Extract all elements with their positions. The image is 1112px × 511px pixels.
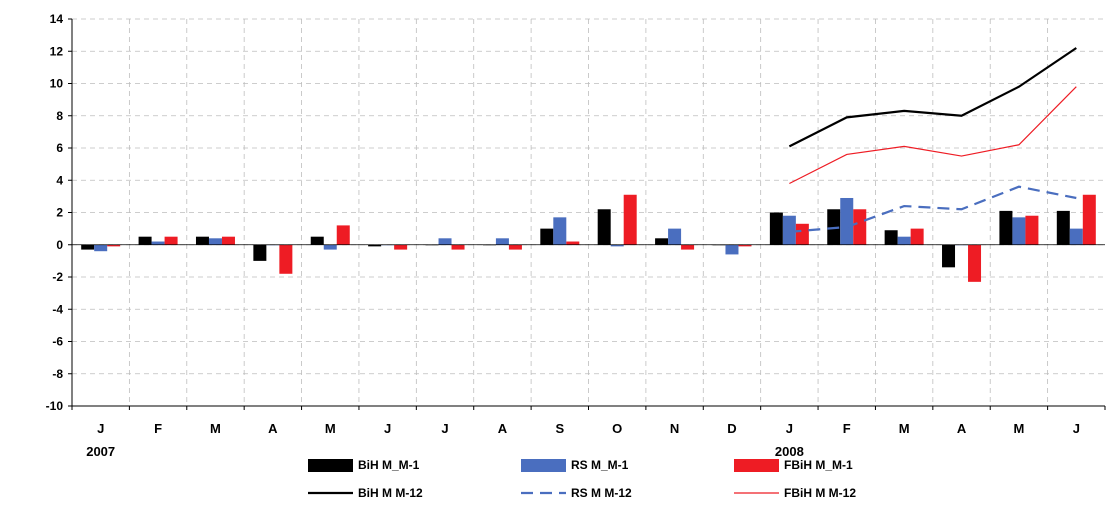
- bar-bih-m-m-1: [942, 244, 956, 268]
- bar-rs-m-m-1: [782, 215, 796, 245]
- bar-rs-m-m-1: [840, 197, 854, 245]
- bar-bih-m-m-1: [81, 244, 95, 250]
- y-tick-label: 12: [50, 44, 64, 58]
- legend-swatch-bih-m-m-1: [308, 459, 353, 472]
- bar-bih-m-m-1: [999, 210, 1013, 245]
- bar-fbih-m-m-1: [968, 244, 982, 282]
- legend-label-fbih-m-m-1: FBiH M_M-1: [784, 458, 853, 472]
- x-tick-label: M: [325, 421, 336, 436]
- bar-fbih-m-m-1: [451, 244, 465, 250]
- y-tick-label: 14: [50, 12, 64, 26]
- bar-fbih-m-m-1: [681, 244, 695, 250]
- legend-label-bih-m-m-12: BiH M M-12: [358, 486, 423, 500]
- x-tick-label: M: [1013, 421, 1024, 436]
- bar-rs-m-m-1: [553, 217, 567, 245]
- bar-fbih-m-m-1: [107, 244, 121, 247]
- line-rs-m-m-12: [789, 185, 1077, 233]
- bar-bih-m-m-1: [195, 236, 209, 245]
- x-tick-label: M: [899, 421, 910, 436]
- x-tick-label: J: [1073, 421, 1080, 436]
- bar-rs-m-m-1: [725, 244, 739, 255]
- x-tick-label: J: [441, 421, 448, 436]
- bar-bih-m-m-1: [655, 238, 669, 245]
- bar-rs-m-m-1: [668, 228, 682, 245]
- y-tick-label: 6: [56, 141, 63, 155]
- bar-bih-m-m-1: [138, 236, 152, 245]
- legend-label-fbih-m-m-12: FBiH M M-12: [784, 486, 856, 500]
- y-tick-label: -2: [52, 270, 63, 284]
- bar-rs-m-m-1: [94, 244, 108, 252]
- y-tick-label: -4: [52, 302, 63, 316]
- y-tick-label: -10: [46, 399, 64, 413]
- x-tick-label: A: [268, 421, 278, 436]
- legend-label-rs-m-m-1: RS M_M-1: [571, 458, 629, 472]
- bar-bih-m-m-1: [253, 244, 267, 261]
- bar-rs-m-m-1: [610, 244, 624, 247]
- y-tick-label: -6: [52, 335, 63, 349]
- line-bih-m-m-12: [788, 47, 1077, 148]
- bar-fbih-m-m-1: [1082, 194, 1096, 245]
- y-tick-label: -8: [52, 367, 63, 381]
- bar-bih-m-m-1: [310, 236, 324, 245]
- bar-bih-m-m-1: [597, 209, 611, 245]
- y-tick-label: 10: [50, 77, 64, 91]
- bar-rs-m-m-1: [151, 241, 165, 245]
- x-tick-label: J: [97, 421, 104, 436]
- x-tick-label: S: [555, 421, 564, 436]
- bar-fbih-m-m-1: [853, 209, 867, 245]
- y-tick-label: 2: [56, 206, 63, 220]
- legend-swatch-fbih-m-m-1: [734, 459, 779, 472]
- bar-fbih-m-m-1: [221, 236, 235, 245]
- year-label: 2007: [86, 444, 115, 459]
- bar-fbih-m-m-1: [566, 241, 580, 245]
- bar-bih-m-m-1: [368, 244, 382, 247]
- x-tick-label: J: [786, 421, 793, 436]
- legend: BiH M_M-1 RS M_M-1 FBiH M_M-1 BiH M M-12 RS …: [308, 458, 856, 500]
- bar-rs-m-m-1: [495, 238, 509, 245]
- legend-label-bih-m-m-1: BiH M_M-1: [358, 458, 420, 472]
- bar-fbih-m-m-1: [910, 228, 924, 245]
- bar-rs-m-m-1: [323, 244, 337, 250]
- bar-fbih-m-m-1: [394, 244, 408, 250]
- y-tick-label: 0: [56, 238, 63, 252]
- bar-rs-m-m-1: [1012, 217, 1026, 245]
- bar-fbih-m-m-1: [279, 244, 293, 274]
- bar-fbih-m-m-1: [164, 236, 178, 245]
- x-tick-label: A: [498, 421, 508, 436]
- bar-rs-m-m-1: [897, 236, 911, 245]
- legend-label-rs-m-m-12: RS M M-12: [571, 486, 632, 500]
- bar-rs-m-m-1: [208, 238, 222, 245]
- line-fbih-m-m-12: [789, 86, 1077, 185]
- x-tick-label: N: [670, 421, 679, 436]
- bar-bih-m-m-1: [884, 230, 898, 245]
- x-tick-label: O: [612, 421, 622, 436]
- x-tick-label: A: [957, 421, 967, 436]
- legend-swatch-rs-m-m-1: [521, 459, 566, 472]
- bar-bih-m-m-1: [769, 212, 783, 245]
- x-tick-label: D: [727, 421, 736, 436]
- bar-fbih-m-m-1: [795, 223, 809, 245]
- axis-labels: 14 12 10 8 6 4 2 0 -2 -4 -6 -8 -10 J F M A M J J A S O N D J F M A M J…: [46, 12, 1080, 459]
- axes: [68, 18, 1106, 410]
- year-label: 2008: [775, 444, 804, 459]
- x-tick-label: M: [210, 421, 221, 436]
- y-tick-label: 4: [56, 173, 63, 187]
- line-marks: [788, 47, 1077, 233]
- bar-fbih-m-m-1: [738, 244, 752, 247]
- bar-fbih-m-m-1: [623, 194, 637, 245]
- y-tick-label: 8: [56, 109, 63, 123]
- bar-fbih-m-m-1: [508, 244, 522, 250]
- bar-fbih-m-m-1: [1025, 215, 1039, 245]
- bar-fbih-m-m-1: [336, 225, 350, 245]
- bar-bih-m-m-1: [540, 228, 554, 245]
- bar-rs-m-m-1: [438, 238, 452, 245]
- x-tick-label: F: [843, 421, 851, 436]
- x-tick-label: F: [154, 421, 162, 436]
- bar-bih-m-m-1: [1056, 210, 1070, 245]
- bar-rs-m-m-1: [1069, 228, 1083, 245]
- x-tick-label: J: [384, 421, 391, 436]
- grid-lines: [72, 18, 1105, 406]
